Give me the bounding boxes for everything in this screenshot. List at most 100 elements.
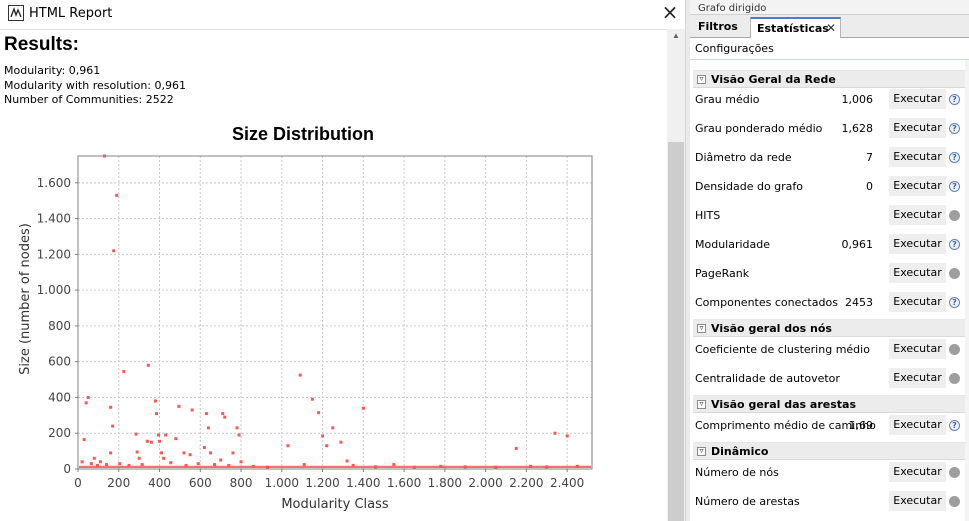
run-button[interactable]: Executar [889, 234, 946, 254]
data-point [184, 463, 188, 467]
run-button[interactable]: Executar [889, 491, 946, 511]
data-point [118, 462, 122, 466]
data-point [345, 459, 349, 463]
help-icon[interactable]: ? [949, 94, 960, 105]
data-point [109, 451, 113, 455]
status-dot-icon [949, 268, 960, 279]
run-button[interactable]: Executar [889, 292, 946, 312]
x-tick-label: 200 [107, 476, 130, 490]
help-icon[interactable]: ? [949, 123, 960, 134]
y-tick-label: 0 [63, 462, 71, 476]
data-point [439, 464, 443, 468]
data-point [204, 412, 208, 416]
small-community-band [79, 465, 591, 468]
run-button[interactable]: Executar [889, 147, 946, 167]
collapse-toggle-icon[interactable]: ▿ [697, 75, 706, 84]
data-point [162, 456, 166, 460]
x-tick-label: 0 [74, 476, 82, 490]
tab-statistics[interactable]: Estatísticas ✕ [750, 17, 841, 38]
scroll-up-arrow-icon[interactable]: ▲ [672, 31, 680, 40]
collapse-toggle-icon[interactable]: ▿ [697, 400, 706, 409]
data-point [463, 465, 467, 469]
report-scrollbar[interactable]: ▲ [667, 29, 685, 521]
run-button[interactable]: Executar [889, 118, 946, 138]
data-point [153, 399, 157, 403]
statistic-row: Grau ponderado médio 1,628 Executar? [693, 114, 965, 143]
run-button[interactable]: Executar [889, 415, 946, 435]
statistic-row: Número de nós Executar [693, 458, 965, 487]
data-point [251, 464, 255, 468]
section-title: Visão Geral da Rede [711, 73, 836, 86]
collapse-toggle-icon[interactable]: ▿ [697, 447, 706, 456]
section-header[interactable]: ▿ Visão Geral da Rede [693, 70, 965, 88]
help-icon[interactable]: ? [949, 152, 960, 163]
close-icon[interactable]: × [661, 0, 679, 24]
statistic-value: 1,006 [841, 93, 874, 106]
data-point [321, 434, 325, 438]
statistics-list: ▿ Visão Geral da Rede Grau médio 1,006 Execu… [690, 60, 965, 521]
y-tick-label: 1.000 [37, 283, 71, 297]
section-header[interactable]: ▿ Visão geral dos nós [693, 319, 965, 337]
data-point [89, 462, 93, 466]
run-button[interactable]: Executar [889, 89, 946, 109]
x-tick-label: 1.400 [346, 476, 380, 490]
statistic-row: Grau médio 1,006 Executar? [693, 85, 965, 114]
status-dot-icon [949, 210, 960, 221]
report-app-icon [8, 5, 24, 21]
statistic-row: Diâmetro da rede 7 Executar? [693, 143, 965, 172]
help-icon[interactable]: ? [949, 239, 960, 250]
data-point [157, 433, 161, 437]
data-point [102, 154, 106, 158]
help-icon[interactable]: ? [949, 297, 960, 308]
data-point [221, 412, 225, 416]
data-point [339, 440, 343, 444]
data-point [177, 404, 181, 408]
x-tick-label: 1.600 [387, 476, 421, 490]
statistics-panel: Grafo dirigido Filtros Estatísticas ✕ Co… [690, 0, 969, 521]
statistic-label: Diâmetro da rede [695, 151, 792, 164]
data-point [84, 401, 88, 405]
data-point [135, 450, 139, 454]
statistic-label: Comprimento médio de caminho [695, 419, 876, 432]
status-dot-icon [949, 467, 960, 478]
data-point [235, 426, 239, 430]
report-content: Results: Modularity: 0,961 Modularity wi… [0, 29, 667, 521]
data-point [231, 451, 235, 455]
section-header[interactable]: ▿ Visão geral das arestas [693, 395, 965, 413]
settings-link[interactable]: Configurações [695, 42, 774, 55]
data-point [298, 373, 302, 377]
data-point [545, 465, 549, 469]
statistics-scrollbar[interactable] [965, 60, 969, 521]
scroll-thumb[interactable] [668, 142, 684, 521]
run-button[interactable]: Executar [889, 176, 946, 196]
tab-filters[interactable]: Filtros [692, 17, 742, 38]
data-point [237, 433, 241, 437]
run-button[interactable]: Executar [889, 462, 946, 482]
tab-close-icon[interactable]: ✕ [826, 21, 837, 35]
data-point [202, 446, 206, 450]
help-icon[interactable]: ? [949, 181, 960, 192]
x-tick-label: 400 [148, 476, 171, 490]
graph-type-label: Grafo dirigido [698, 3, 767, 14]
statistic-row: PageRank Executar [693, 259, 965, 288]
panel-splitter[interactable] [685, 0, 690, 521]
run-button[interactable]: Executar [889, 368, 946, 388]
data-point [206, 426, 210, 430]
run-button[interactable]: Executar [889, 263, 946, 283]
collapse-toggle-icon[interactable]: ▿ [697, 324, 706, 333]
statistic-row: Número de arestas Executar [693, 487, 965, 516]
run-button[interactable]: Executar [889, 205, 946, 225]
y-tick-label: 200 [48, 426, 71, 440]
metric-modularity-resolution: Modularity with resolution: 0,961 [4, 79, 187, 92]
data-point [182, 451, 186, 455]
data-point [219, 458, 223, 462]
statistic-label: Modularidade [695, 238, 771, 251]
run-button[interactable]: Executar [889, 339, 946, 359]
data-point [80, 460, 84, 464]
data-point [154, 412, 158, 416]
data-point [164, 433, 168, 437]
section-header[interactable]: ▿ Dinâmico [693, 442, 965, 460]
x-tick-label: 1.200 [305, 476, 339, 490]
help-icon[interactable]: ? [949, 420, 960, 431]
data-point [213, 463, 217, 467]
